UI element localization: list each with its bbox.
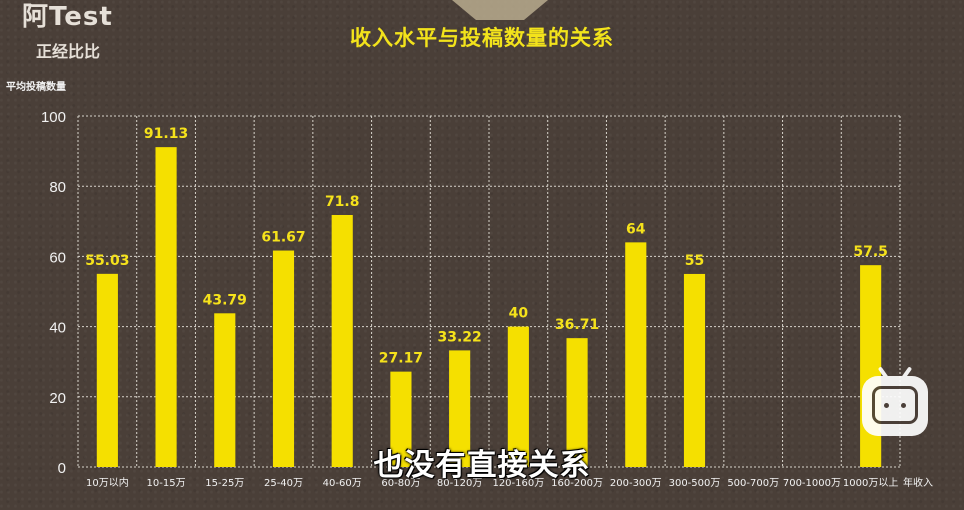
x-tick-label: 500-700万 bbox=[727, 478, 779, 489]
bar bbox=[449, 350, 471, 467]
data-label: 91.13 bbox=[144, 126, 188, 142]
tv-eye-right-icon bbox=[901, 403, 906, 408]
x-tick-label: 60-80万 bbox=[381, 478, 420, 489]
data-label: 27.17 bbox=[379, 351, 423, 367]
bar bbox=[683, 273, 706, 467]
x-tick-label: 200-300万 bbox=[610, 478, 662, 489]
y-tick-label: 80 bbox=[49, 179, 66, 196]
y-tick-label: 60 bbox=[49, 249, 66, 266]
data-label: 40 bbox=[509, 306, 529, 322]
x-tick-label: 10万以内 bbox=[86, 476, 129, 489]
x-tick-label: 10-15万 bbox=[147, 478, 186, 489]
bar bbox=[155, 147, 177, 467]
bilibili-tv-icon[interactable] bbox=[862, 376, 928, 436]
y-axis-label: 平均投稿数量 bbox=[6, 82, 66, 93]
video-subtitle-caption: 也没有直接关系 bbox=[373, 448, 591, 483]
chart-title: 收入水平与投稿数量的关系 bbox=[350, 26, 614, 50]
x-axis-label: 年收入 bbox=[903, 476, 933, 489]
bar bbox=[566, 338, 588, 467]
tv-eye-left-icon bbox=[884, 403, 889, 408]
data-label: 36.71 bbox=[555, 317, 599, 333]
x-tick-label: 120-160万 bbox=[492, 478, 544, 489]
data-label: 55 bbox=[685, 253, 704, 269]
x-tick-label: 80-120万 bbox=[437, 478, 482, 489]
data-label: 55.03 bbox=[85, 253, 129, 269]
y-tick-label: 40 bbox=[49, 320, 66, 337]
y-tick-label: 100 bbox=[41, 109, 66, 126]
x-tick-label: 15-25万 bbox=[205, 478, 244, 489]
x-tick-label: 25-40万 bbox=[264, 478, 303, 489]
paper-scrap-decoration bbox=[452, 0, 548, 20]
channel-brand-title: 阿Test bbox=[22, 2, 113, 32]
channel-brand-subtitle: 正经比比 bbox=[36, 42, 101, 61]
bar bbox=[507, 326, 529, 467]
y-tick-label: 20 bbox=[49, 390, 66, 407]
x-tick-label: 40-60万 bbox=[323, 478, 362, 489]
data-label: 43.79 bbox=[203, 292, 247, 308]
x-tick-label: 160-200万 bbox=[551, 478, 603, 489]
bar bbox=[331, 214, 353, 467]
bar bbox=[860, 265, 882, 467]
tv-screen-icon bbox=[872, 386, 918, 424]
x-tick-label: 700-1000万 bbox=[783, 478, 841, 489]
bar bbox=[390, 371, 412, 467]
data-label: 33.22 bbox=[437, 329, 481, 345]
bar bbox=[214, 313, 236, 467]
data-label: 64 bbox=[626, 221, 646, 237]
x-tick-label: 300-500万 bbox=[669, 478, 721, 489]
bar bbox=[272, 250, 295, 467]
x-tick-label: 1000万以上 bbox=[843, 477, 898, 489]
data-label: 61.67 bbox=[261, 230, 305, 246]
bar bbox=[625, 242, 647, 467]
data-label: 57.5 bbox=[853, 244, 888, 260]
y-tick-label: 0 bbox=[58, 460, 66, 477]
data-label: 71.8 bbox=[325, 194, 360, 210]
bar bbox=[96, 273, 118, 467]
